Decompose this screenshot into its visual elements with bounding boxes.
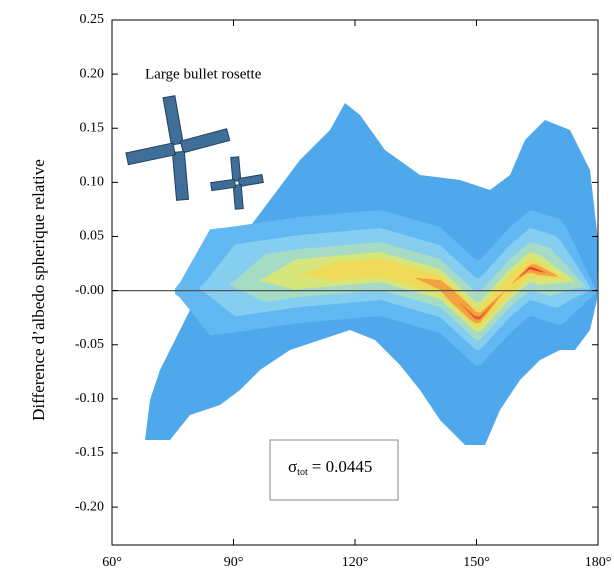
x-tick-label: 150°: [463, 555, 490, 570]
y-tick-label: 0.10: [80, 175, 105, 190]
y-tick-label: -0.15: [75, 445, 104, 460]
contour-level: [460, 301, 495, 320]
y-tick-label: 0.15: [80, 120, 105, 135]
rosette-icons: [125, 95, 264, 210]
y-tick-label: -0.10: [75, 391, 104, 406]
y-axis-label: Difference d’albedo spherique relative: [29, 159, 48, 421]
stat-subscript: tot: [297, 467, 308, 478]
x-tick-label: 90°: [224, 555, 244, 570]
x-tick-label: 180°: [585, 555, 612, 570]
stat-text: σtot = 0.0445: [288, 457, 372, 478]
density-contours: [145, 103, 598, 445]
contour-level: [300, 258, 565, 327]
stat-box: [269, 439, 399, 501]
x-tick-label: 120°: [342, 555, 369, 570]
stat-symbol: σ: [288, 457, 297, 476]
x-tick-label: 60°: [102, 555, 122, 570]
y-tick-label: 0.20: [80, 66, 105, 81]
y-tick-label: 0.05: [80, 229, 105, 244]
y-tick-label: 0.25: [80, 12, 105, 27]
annotation: Large bullet rosette: [145, 66, 262, 82]
y-tick-label: -0.00: [75, 283, 104, 298]
contour-level: [415, 277, 505, 324]
y-tick-label: -0.05: [75, 337, 104, 352]
stat-value: = 0.0445: [312, 457, 373, 476]
contour-level: [520, 266, 545, 277]
y-tick-label: -0.20: [75, 499, 104, 514]
